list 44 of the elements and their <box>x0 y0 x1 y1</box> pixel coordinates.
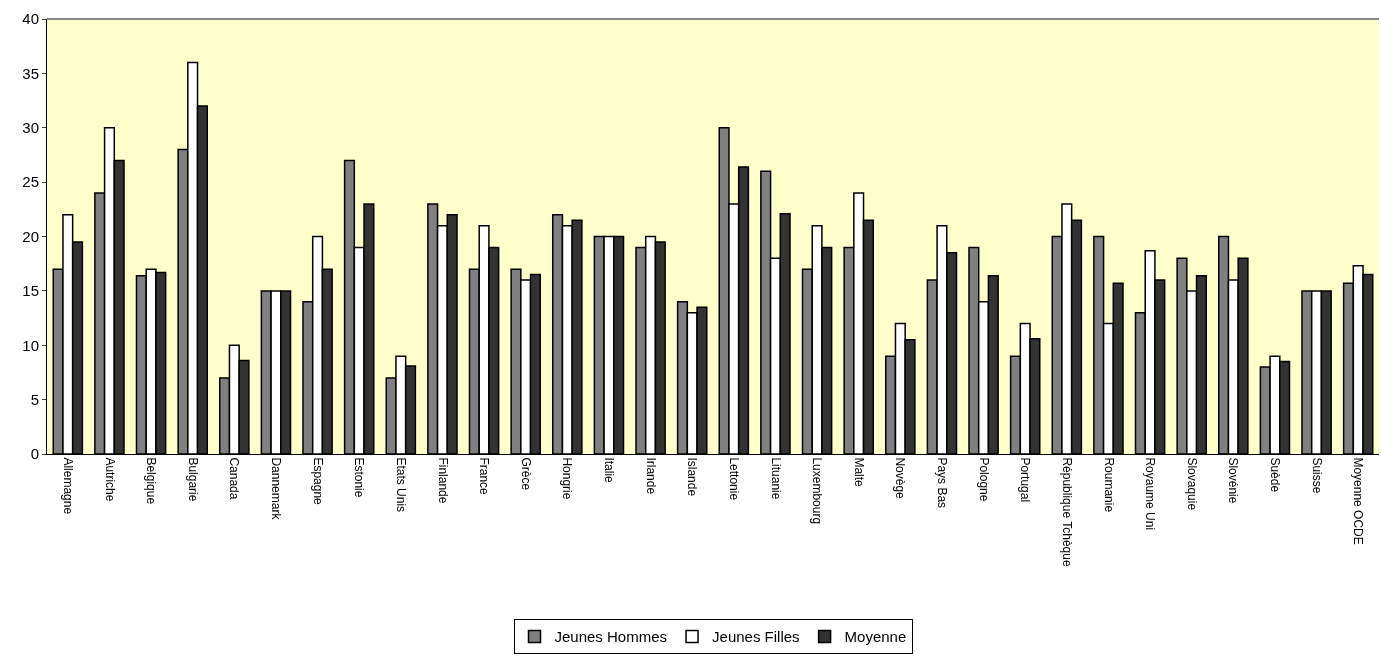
x-tick-label: Suède <box>1268 457 1283 493</box>
y-tick-label: 5 <box>30 390 39 408</box>
x-tick-label: Hongrie <box>560 457 575 500</box>
x-tick-label: Slovénie <box>1226 457 1241 504</box>
x-tick-label: Belgique <box>144 457 159 505</box>
y-tick-label: 10 <box>22 336 39 354</box>
legend-label: Moyenne <box>844 628 907 646</box>
x-tick-label: Portugal <box>1018 457 1033 503</box>
x-tick-label: Suisse <box>1309 457 1324 494</box>
x-tick-label: Estonie <box>352 457 367 498</box>
x-tick-label: Irlande <box>643 457 658 495</box>
x-tick-label: Finlande <box>435 457 450 504</box>
x-tick-label: Malte <box>851 457 866 488</box>
y-tick-label: 30 <box>22 119 39 136</box>
x-tick-label: Allemagne <box>60 457 75 515</box>
x-tick-label: Pologne <box>976 457 991 502</box>
x-tick-label: Etats Unis <box>393 457 408 513</box>
x-tick-label: Italie <box>602 457 617 484</box>
y-tick-label: 25 <box>22 173 39 191</box>
x-tick-label: Islande <box>685 457 700 497</box>
x-tick-label: Roumanie <box>1101 457 1116 513</box>
x-tick-label: Canada <box>227 457 242 500</box>
x-tick-label: République Tchèque <box>1059 457 1074 567</box>
y-tick-label: 20 <box>22 227 39 245</box>
legend-label: Jeunes Filles <box>712 628 800 646</box>
y-tick-label: 40 <box>22 10 39 28</box>
x-tick-label: Lituanie <box>768 457 783 500</box>
x-tick-label: Autriche <box>102 457 117 502</box>
x-tick-label: Novège <box>893 457 908 500</box>
x-tick-label: Slovaquie <box>1184 457 1199 511</box>
x-tick-label: Grèce <box>518 457 533 491</box>
y-tick-label: 15 <box>22 282 39 300</box>
x-tick-label: Espagne <box>310 457 325 506</box>
legend-label: Jeunes Hommes <box>554 628 668 646</box>
y-tick-label: 0 <box>30 445 39 463</box>
x-tick-label: Moyenne OCDE <box>1351 457 1366 545</box>
x-tick-label: Royaume Uni <box>1143 457 1158 531</box>
x-tick-label: Dannemark <box>269 457 284 521</box>
x-tick-label: Luxembourg <box>810 457 825 525</box>
y-tick-label: 35 <box>22 64 39 82</box>
x-tick-label: Pays Bas <box>935 457 950 509</box>
x-tick-label: Lettonie <box>726 457 741 501</box>
x-tick-label: Bulgarie <box>185 457 200 502</box>
x-tick-label: France <box>477 457 492 496</box>
